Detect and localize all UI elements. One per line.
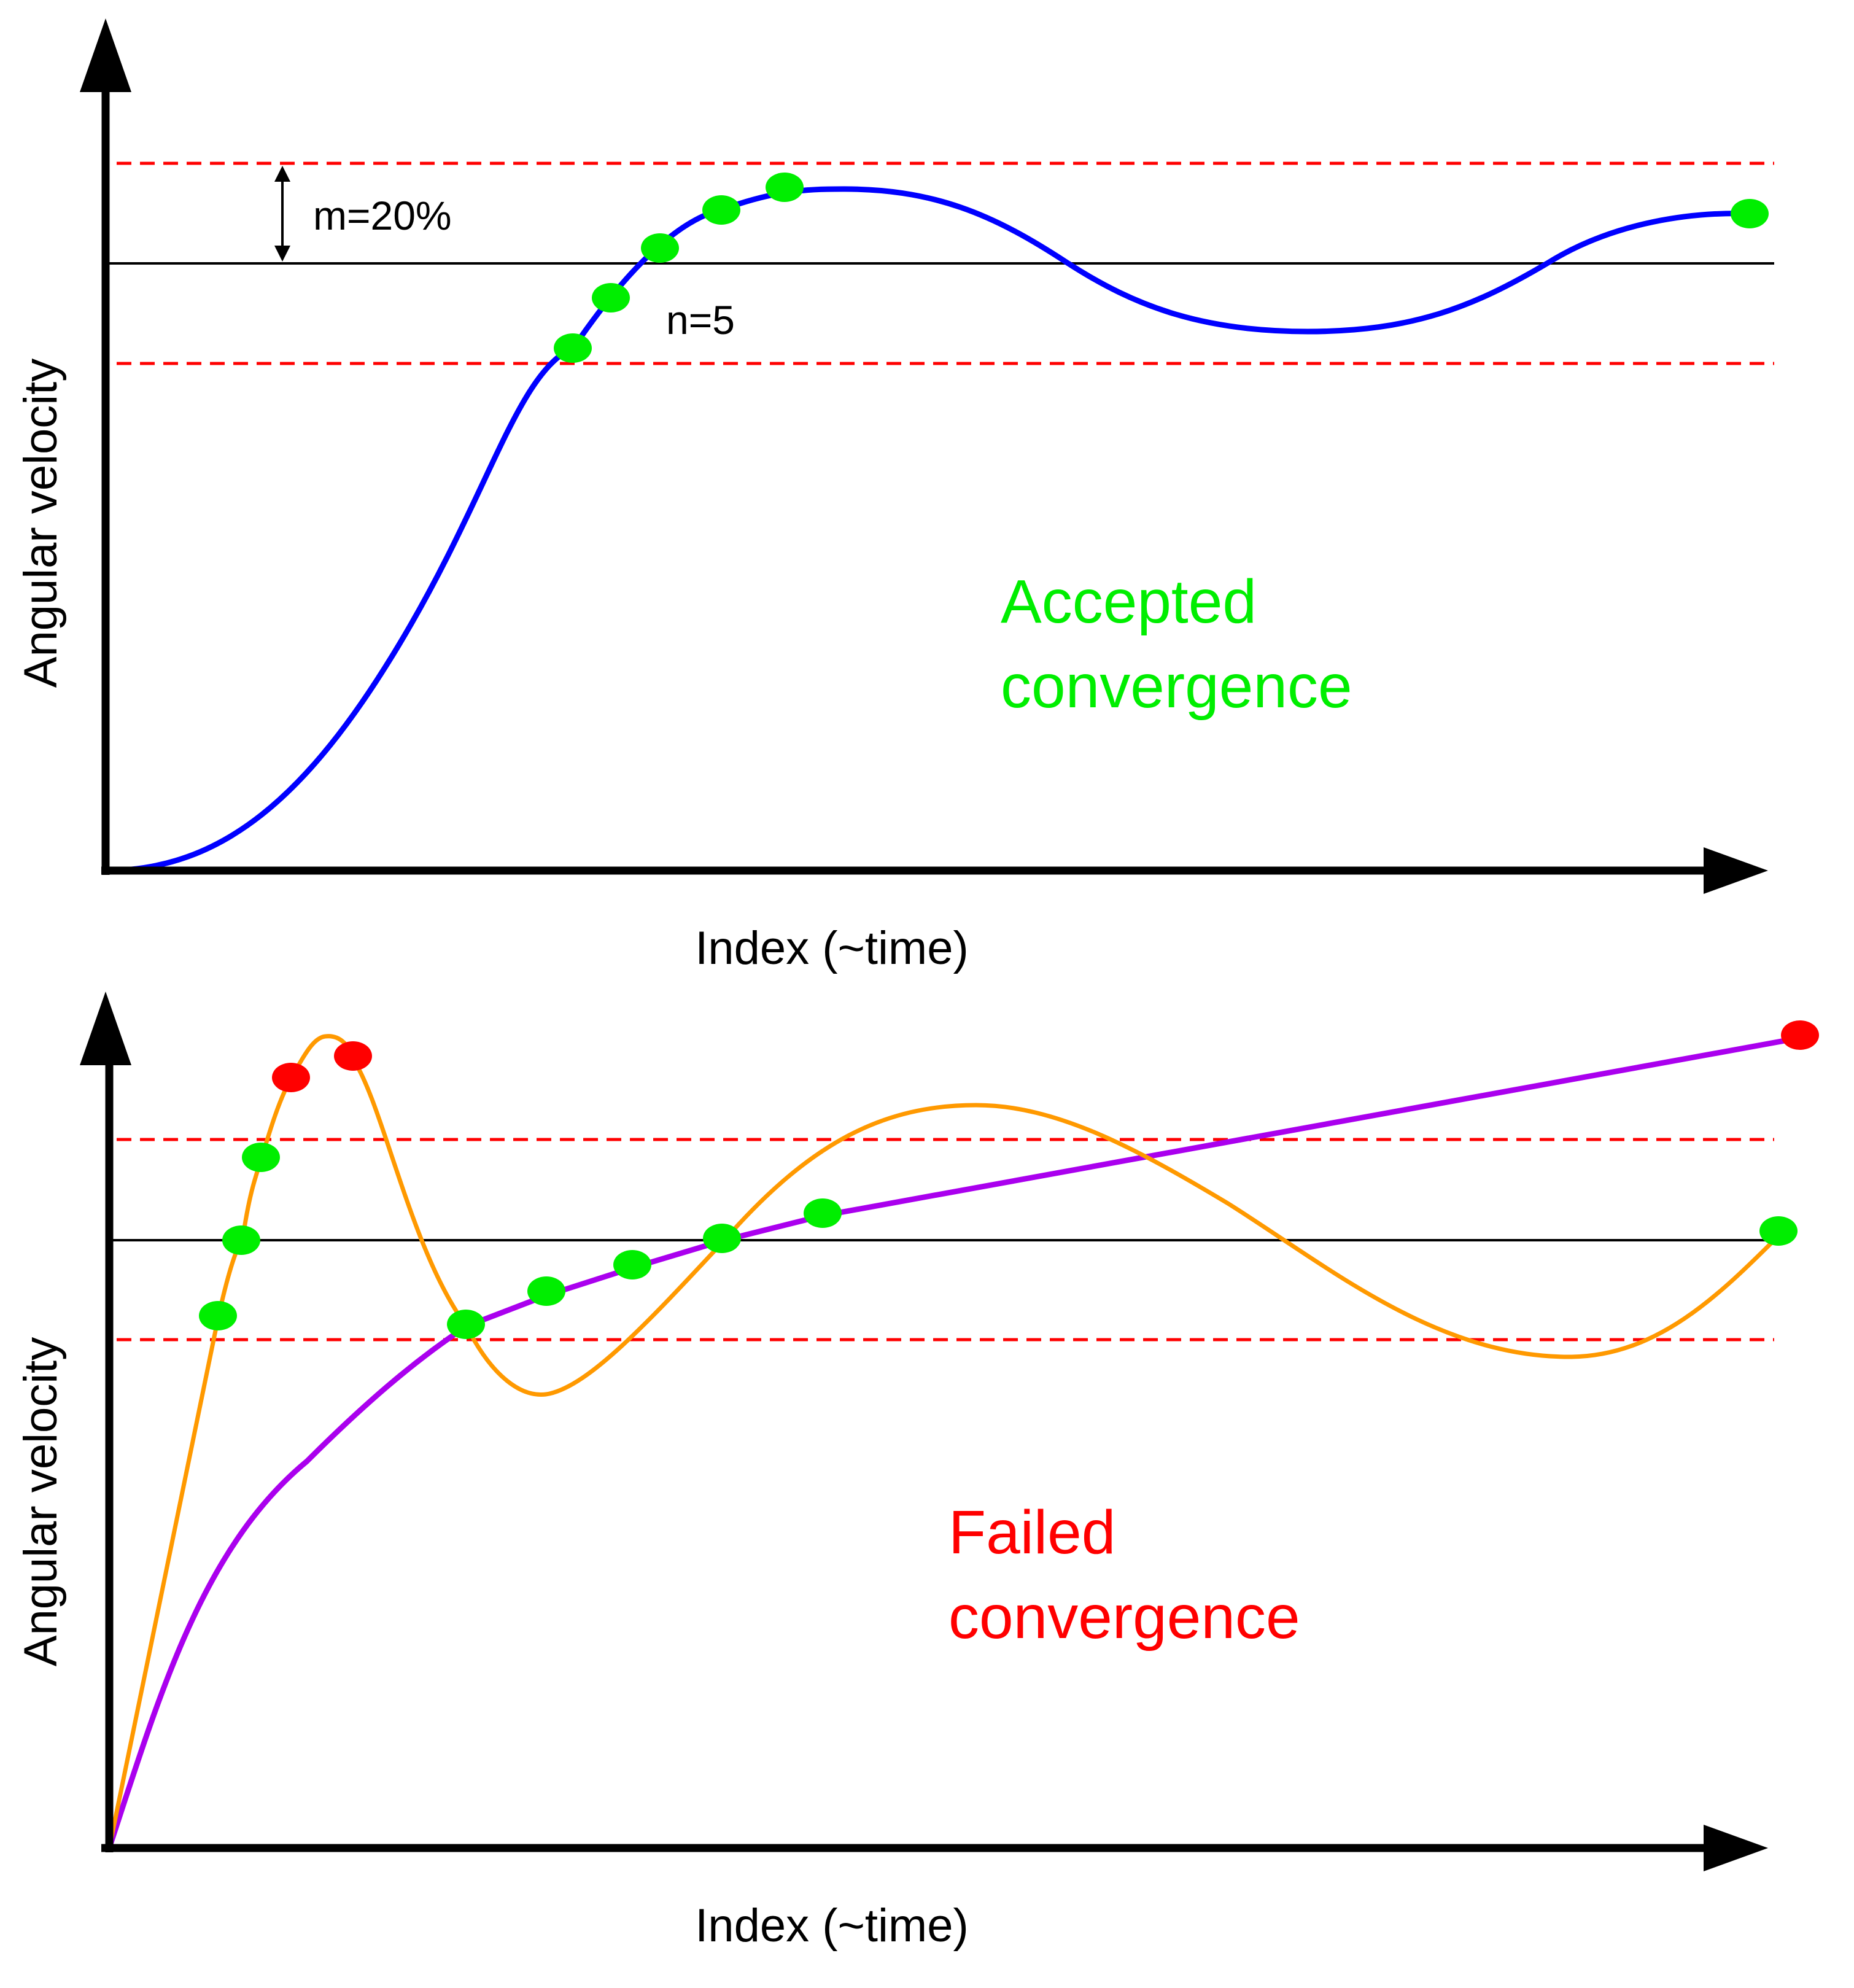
bottom-sample-point [1759, 1216, 1798, 1246]
bottom-outlier-point [272, 1063, 310, 1092]
accepted-status-line1: Accepted [1001, 567, 1257, 636]
margin-label: m=20% [313, 193, 452, 238]
top-sample-point [592, 283, 630, 313]
bottom-sample-point [242, 1143, 280, 1172]
failed-status-line1: Failed [948, 1498, 1115, 1567]
top-panel: m=20% n=5 Angular velocity Index (~time)… [15, 18, 1774, 974]
failed-status-line2: convergence [948, 1583, 1300, 1652]
bottom-sample-point [703, 1224, 741, 1253]
top-sample-point [766, 173, 804, 202]
bottom-sample-point [447, 1310, 485, 1339]
top-sample-point [1731, 199, 1769, 228]
bottom-outlier-point [1781, 1020, 1819, 1050]
top-x-axis [101, 847, 1768, 894]
count-label: n=5 [666, 297, 735, 343]
bottom-y-axis [80, 992, 131, 1852]
bottom-sample-point [613, 1250, 651, 1279]
bottom-sample-point [527, 1276, 565, 1306]
bottom-sample-point [222, 1225, 260, 1255]
bottom-x-axis-label: Index (~time) [695, 1900, 969, 1952]
margin-arrow [274, 166, 290, 262]
top-sample-point [554, 333, 592, 363]
accepted-response-curve [103, 186, 1753, 874]
oscillating-response-curve [107, 1034, 1783, 1850]
top-x-axis-label: Index (~time) [695, 922, 969, 974]
top-sample-point [702, 195, 740, 225]
bottom-sample-point [199, 1301, 237, 1330]
bottom-y-axis-label: Angular velocity [15, 1337, 67, 1667]
bottom-outlier-point [334, 1041, 372, 1071]
accepted-status-line2: convergence [1001, 652, 1352, 721]
slow-response-curve [106, 1035, 1805, 1851]
bottom-sample-point [804, 1198, 842, 1228]
top-y-axis [80, 18, 131, 875]
bottom-x-axis [101, 1825, 1768, 1871]
top-y-axis-label: Angular velocity [15, 359, 67, 688]
bottom-panel: Angular velocity Index (~time) Failed co… [15, 992, 1819, 1952]
top-sample-point [641, 233, 679, 263]
